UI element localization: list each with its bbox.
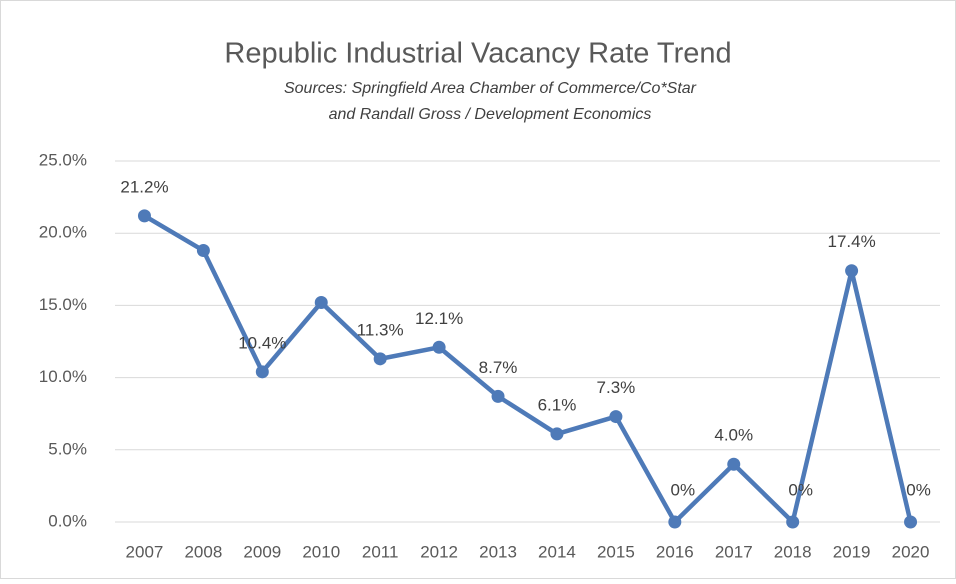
- x-tick-label: 2018: [774, 542, 812, 561]
- data-point: [609, 410, 623, 424]
- y-tick-label: 25.0%: [39, 150, 87, 169]
- x-tick-label: 2012: [420, 542, 458, 561]
- y-tick-label: 5.0%: [48, 439, 87, 458]
- data-label: 7.3%: [597, 378, 636, 397]
- data-point: [550, 427, 564, 441]
- data-label: 0%: [788, 480, 813, 499]
- data-point: [845, 264, 859, 278]
- y-tick-label: 0.0%: [48, 511, 87, 530]
- x-tick-label: 2013: [479, 542, 517, 561]
- data-label: 21.2%: [120, 177, 168, 196]
- y-tick-label: 10.0%: [39, 367, 87, 386]
- chart-subtitle: Sources: Springfield Area Chamber of Com…: [284, 80, 697, 97]
- data-point: [904, 515, 918, 529]
- x-tick-label: 2008: [184, 542, 222, 561]
- data-point: [668, 515, 682, 529]
- data-point: [786, 515, 800, 529]
- data-label: 4.0%: [714, 426, 753, 445]
- x-tick-label: 2015: [597, 542, 635, 561]
- data-point: [196, 244, 210, 258]
- data-point: [314, 296, 328, 310]
- x-tick-label: 2010: [302, 542, 340, 561]
- x-tick-label: 2017: [715, 542, 753, 561]
- x-tick-label: 2007: [126, 542, 164, 561]
- x-tick-label: 2020: [892, 542, 930, 561]
- x-tick-label: 2014: [538, 542, 576, 561]
- data-point: [432, 340, 446, 354]
- data-point: [373, 352, 387, 366]
- y-tick-label: 15.0%: [39, 295, 87, 314]
- data-label: 0%: [671, 480, 696, 499]
- data-label: 6.1%: [538, 395, 577, 414]
- data-label: 10.4%: [238, 333, 286, 352]
- x-tick-label: 2019: [833, 542, 871, 561]
- data-point: [255, 365, 269, 379]
- data-label: 0%: [906, 480, 931, 499]
- data-point: [137, 209, 151, 223]
- chart-subtitle: and Randall Gross / Development Economic…: [329, 106, 652, 123]
- data-point: [491, 389, 505, 403]
- y-tick-label: 20.0%: [39, 223, 87, 242]
- x-tick-label: 2016: [656, 542, 694, 561]
- data-line: [143, 213, 913, 525]
- data-label: 17.4%: [828, 232, 876, 251]
- data-label: 11.3%: [357, 320, 404, 339]
- data-label: 12.1%: [415, 309, 463, 328]
- data-label: 8.7%: [479, 358, 518, 377]
- x-tick-label: 2011: [362, 542, 399, 561]
- data-point: [727, 457, 741, 471]
- x-tick-label: 2009: [243, 542, 281, 561]
- chart-title: Republic Industrial Vacancy Rate Trend: [224, 38, 731, 70]
